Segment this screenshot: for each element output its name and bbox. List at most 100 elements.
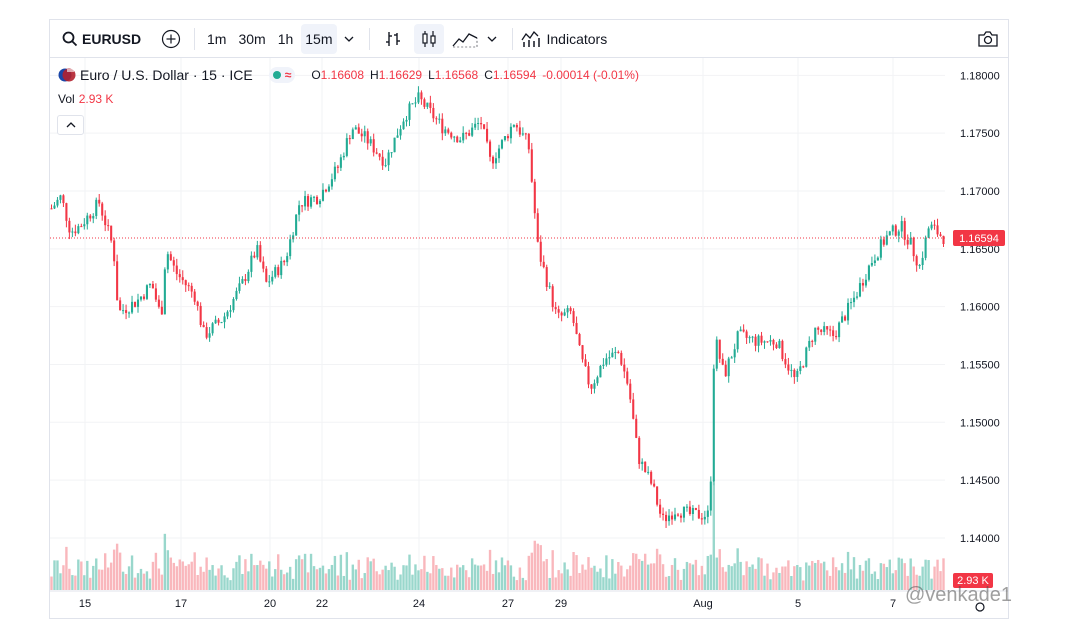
last-volume-label: 2.93 K [957,575,989,587]
candle-body [432,107,435,119]
candle-body [133,301,137,307]
area-chart-type-button[interactable] [450,24,480,54]
volume-bar [408,554,411,590]
open-value: 1.16608 [320,68,365,82]
candle-body [626,371,629,384]
volume-bar [151,561,155,590]
candles-chart-type-button[interactable] [413,23,444,54]
screenshot-button[interactable] [976,28,1000,50]
volume-bar [623,576,626,590]
indicators-button[interactable]: Indicators [520,24,607,54]
change-value: -0.00014 (-0.01%) [542,68,639,82]
volume-bar [521,577,525,590]
close-key: C [484,68,493,82]
price-tick-label: 1.14000 [960,533,1000,545]
volume-bar [888,559,892,590]
volume-bar [828,575,832,590]
volume-bar [548,577,551,590]
candle-body [554,307,557,310]
compare-symbol-button[interactable] [156,24,186,54]
area-chart-icon [452,32,477,47]
volume-bar [512,576,516,590]
interval-1h[interactable]: 1h [277,30,294,47]
candle-body [900,221,903,232]
volume-bar [638,559,641,590]
candle-body [148,283,151,286]
candle-body [107,225,110,227]
candle-body [641,461,644,465]
candle-body [724,364,727,377]
candle-body [262,261,265,269]
candle-body [647,471,650,473]
settings-gear-icon[interactable] [975,602,985,612]
candle-body [864,279,867,286]
candle-body [363,131,366,137]
volume-bar [632,553,635,590]
candle-body [629,383,632,400]
volume-bar [545,559,548,590]
candle-body [760,335,763,343]
volume-bar [861,570,865,590]
volume-bar [312,566,316,590]
market-open-dot-icon [272,71,281,79]
volume-bar [849,569,853,590]
candle-body [694,508,697,510]
volume-bar [56,560,59,590]
volume-bar [411,574,414,590]
intervals-dropdown-button[interactable] [337,24,361,54]
volume-bar [393,566,396,590]
candle-body [417,92,420,103]
volume-bar [491,573,495,590]
candle-body [151,283,154,289]
volume-bar [196,574,199,590]
volume-bar [372,558,375,590]
volume-bar [661,564,665,590]
interval-15m[interactable]: 15m [301,23,337,54]
volume-bar [790,576,793,590]
volume-bar [238,555,241,590]
volume-bar [691,564,695,590]
price-tick-label: 1.16000 [960,302,1000,314]
volume-bar [169,557,173,590]
candle-body [333,166,336,180]
candle-body [345,138,348,156]
candle-body [551,286,554,308]
time-tick-label: 7 [890,598,896,610]
interval-30m[interactable]: 30m [238,30,266,47]
volume-bar [163,533,167,590]
candle-body [897,231,900,236]
chart-type-dropdown-button[interactable] [480,24,504,54]
candle-body [748,337,751,339]
volume-bar [133,577,137,590]
market-status-pill[interactable]: ≈ [268,67,296,83]
chevron-down-icon [344,36,353,42]
volume-bar [581,564,584,590]
candle-body [858,283,862,297]
volume-bar [363,573,366,590]
volume-bar [924,559,927,590]
volume-bar [530,552,534,590]
volume-bar [154,552,158,590]
price-chart[interactable]: 1.18000 1.17500 1.17000 1.16500 1.16000 1.155… [50,58,1008,618]
volume-bar [688,563,692,590]
candle-body [509,126,512,139]
volume-bar [605,555,608,590]
collapse-legend-button[interactable] [57,115,84,135]
candle-body [656,486,659,505]
candle-body [166,254,169,270]
symbol-search-button[interactable]: EURUSD [60,24,144,54]
volume-bar [244,559,247,590]
volume-bar [748,566,751,590]
volume-bar [775,567,778,590]
candle-body [870,262,873,266]
volume-bar [706,555,710,590]
interval-1m[interactable]: 1m [207,30,227,47]
candle-body [572,311,575,323]
volume-bar [71,575,74,590]
volume-bar [539,545,542,590]
candle-body [235,290,238,300]
volume-bar [473,564,477,590]
bar-chart-type-button[interactable] [378,24,408,54]
volume-bar [217,568,220,590]
toolbar-divider [368,27,370,50]
